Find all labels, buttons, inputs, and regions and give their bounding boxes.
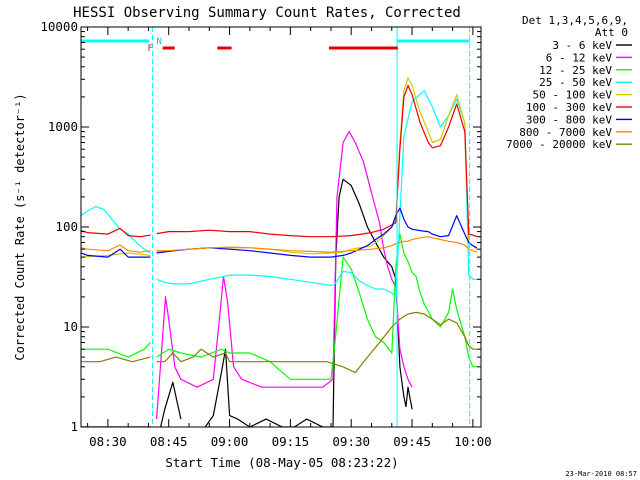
x-tick-label: 09:15 <box>272 434 310 449</box>
x-tick-label: 09:45 <box>393 434 431 449</box>
series-line-2 <box>81 233 477 380</box>
y-axis-label: Corrected Count Rate (s⁻¹ detector⁻¹) <box>13 93 27 360</box>
night-flag-label: N <box>156 37 161 47</box>
legend-label-7: 800 - 7000 keV <box>519 126 612 139</box>
y-tick-label: 10 <box>63 319 78 334</box>
y-tick-label: 1 <box>70 419 78 434</box>
y-tick-label: 100 <box>55 219 78 234</box>
chart-title: HESSI Observing Summary Count Rates, Cor… <box>73 5 461 21</box>
x-tick-label: 09:00 <box>211 434 249 449</box>
legend-label-0: 3 - 6 keV <box>552 39 612 52</box>
legend-label-3: 25 - 50 keV <box>539 76 612 89</box>
series-line-3 <box>81 90 477 298</box>
x-tick-label: 10:00 <box>454 434 492 449</box>
generation-timestamp: 23-Mar-2010 08:57 <box>565 470 637 478</box>
x-tick-label: 09:30 <box>332 434 370 449</box>
series-line-6 <box>81 207 478 258</box>
series-line-5 <box>81 84 478 238</box>
y-tick-label: 10000 <box>40 19 78 34</box>
legend-label-2: 12 - 25 keV <box>539 64 612 77</box>
flare-flag-label: F <box>147 44 152 54</box>
plot-series-group <box>81 77 478 427</box>
x-axis-label: Start Time (08-May-05 08:23:22) <box>165 455 398 470</box>
legend-label-6: 300 - 800 keV <box>526 113 612 126</box>
series-line-1 <box>81 131 413 427</box>
series-line-8 <box>81 311 477 374</box>
legend-label-4: 50 - 100 keV <box>533 89 613 102</box>
legend-label-5: 100 - 300 keV <box>526 101 612 114</box>
legend-header-line-2: Att 0 <box>595 26 628 39</box>
legend-label-1: 6 - 12 keV <box>546 51 613 64</box>
legend-header-line-1: Det 1,3,4,5,6,9, <box>522 14 628 27</box>
legend-label-8: 7000 - 20000 keV <box>506 138 612 151</box>
x-tick-label: 08:45 <box>150 434 188 449</box>
plot-frame <box>80 26 482 428</box>
series-line-7 <box>81 236 478 253</box>
axes: 08:30 08:45 09:00 09:15 09:30 09:45 10:00 1 10 10… <box>40 19 491 449</box>
x-tick-label: 08:30 <box>89 434 127 449</box>
y-tick-label: 1000 <box>48 119 78 134</box>
